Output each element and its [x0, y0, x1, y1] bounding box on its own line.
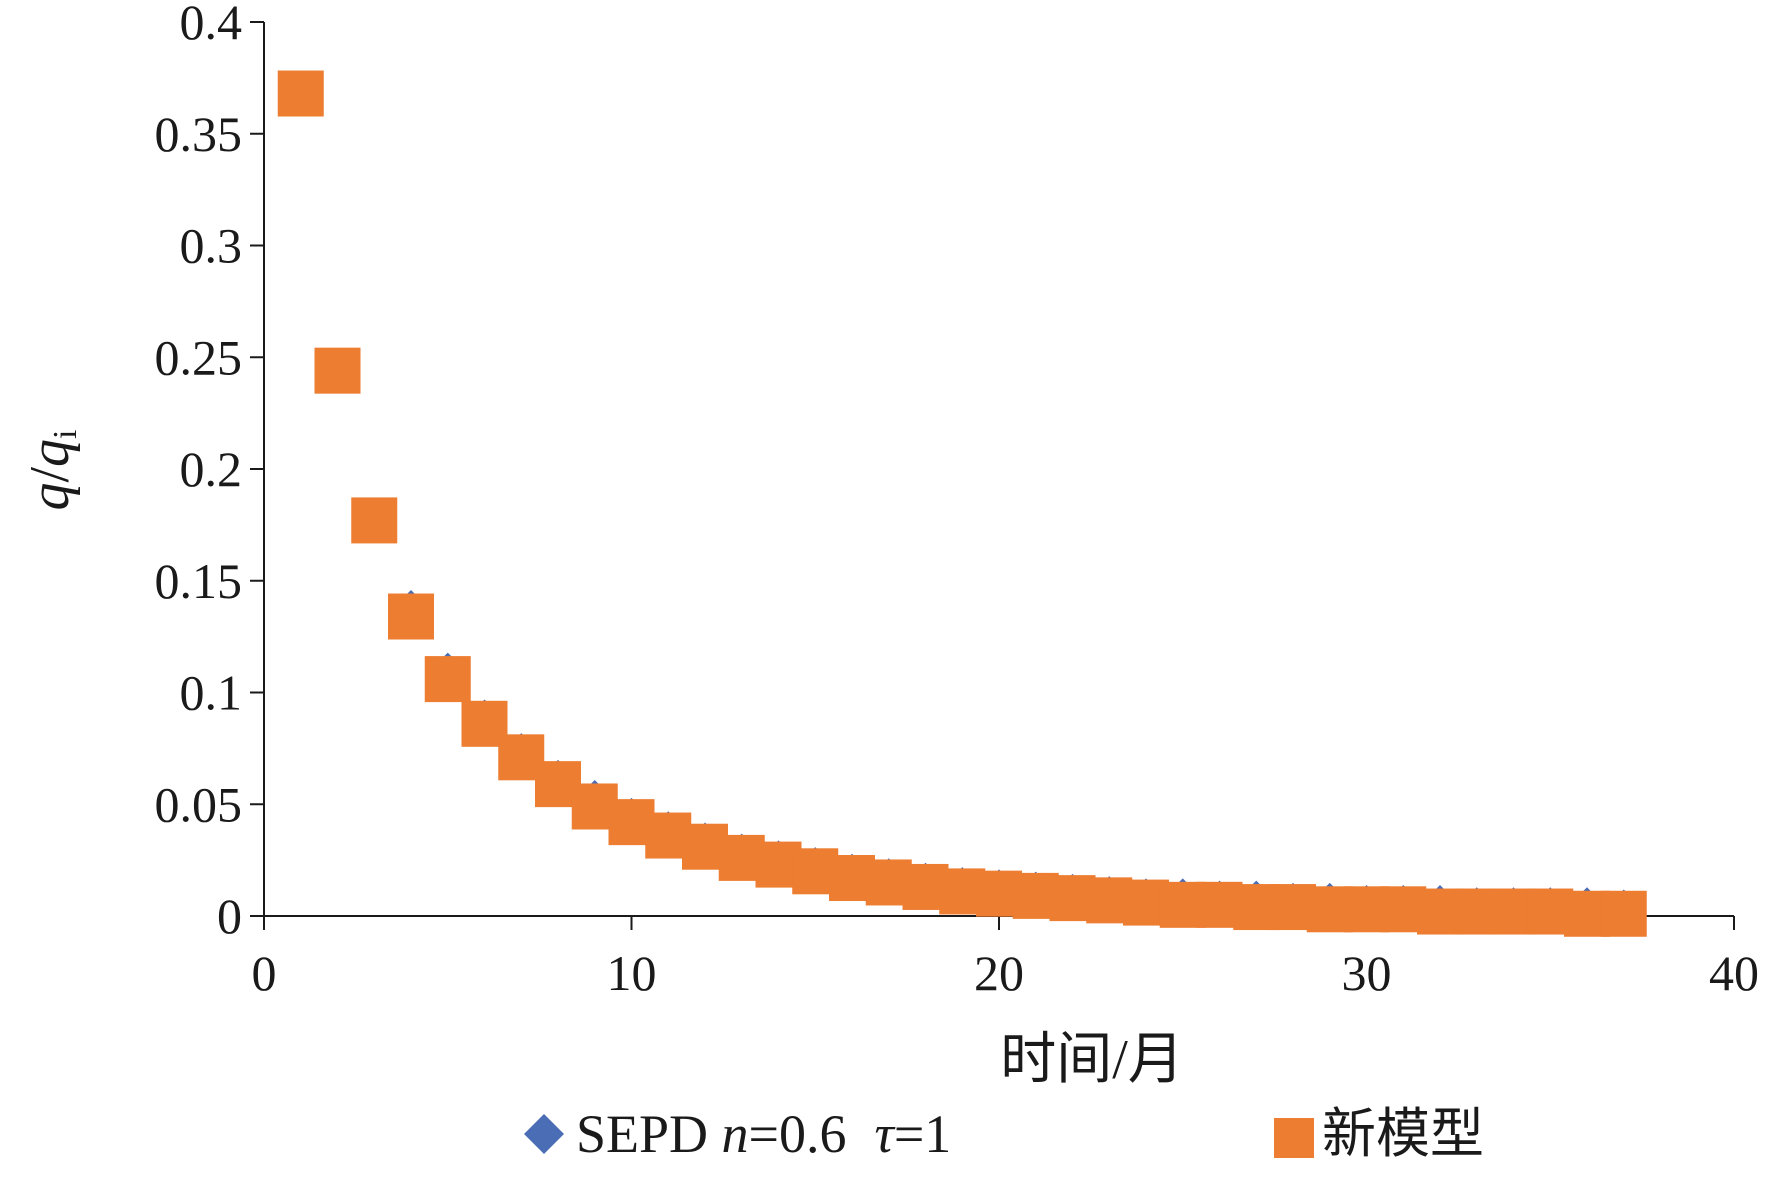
svg-text:SEPD n=0.6τ=1: SEPD n=0.6 τ=1 — [576, 1104, 951, 1164]
legend-square-marker — [1274, 1118, 1314, 1158]
ticks: 0 0.05 0.1 0.15 0.2 0.25 0.3 0.35 0.4 0 10 20 30 40 — [155, 0, 1760, 1001]
x-tick-label: 40 — [1709, 945, 1759, 1001]
y-tick-label: 0.2 — [180, 441, 243, 497]
legend-diamond-marker — [524, 1114, 564, 1154]
legend: SEPD n=0.6 τ=1 新模型 — [524, 1104, 1484, 1164]
series-new-model-markers — [277, 70, 1647, 937]
y-tick-label: 0.05 — [155, 776, 243, 832]
y-axis-title: q/qi — [19, 429, 84, 510]
axes — [263, 22, 1734, 917]
new-model-point — [388, 593, 434, 640]
y-tick-label: 0.1 — [180, 665, 243, 721]
new-model-point — [424, 656, 471, 703]
y-tick-label: 0.35 — [155, 106, 243, 162]
legend-item-new-model: 新模型 — [1274, 1104, 1484, 1164]
legend-new-model-label: 新模型 — [1322, 1104, 1484, 1164]
y-tick-label: 0.25 — [155, 329, 243, 385]
x-tick-label: 30 — [1342, 945, 1392, 1001]
y-axis-title-slash: / — [19, 467, 81, 483]
legend-item-sepd: SEPD n=0.6 τ=1 — [524, 1104, 951, 1164]
x-tick-label: 0 — [252, 945, 277, 1001]
y-axis-title-q: q — [19, 483, 81, 511]
y-tick-label: 0 — [217, 888, 242, 944]
new-model-point — [314, 347, 361, 394]
legend-sepd-tau-value: =1 — [894, 1104, 951, 1164]
y-axis-title-subscript: i — [47, 429, 84, 438]
series-sepd-markers — [278, 71, 1646, 934]
new-model-point — [1600, 890, 1647, 937]
legend-sepd-tau: τ — [875, 1104, 896, 1164]
y-tick-label: 0.3 — [180, 218, 243, 274]
x-tick-label: 20 — [974, 945, 1024, 1001]
new-model-point — [351, 497, 398, 544]
y-tick-label: 0.4 — [180, 0, 243, 50]
svg-text:q/qi: q/qi — [19, 429, 84, 510]
y-axis-title-q2: q — [19, 439, 81, 467]
x-axis-title: 时间/月 — [1000, 1029, 1184, 1091]
legend-sepd-prefix: SEPD — [576, 1104, 722, 1164]
legend-sepd-n-value: =0.6 — [749, 1104, 847, 1164]
y-tick-label: 0.15 — [155, 553, 243, 609]
legend-sepd-n: n — [722, 1104, 749, 1164]
x-tick-label: 10 — [607, 945, 657, 1001]
new-model-point — [277, 70, 324, 117]
